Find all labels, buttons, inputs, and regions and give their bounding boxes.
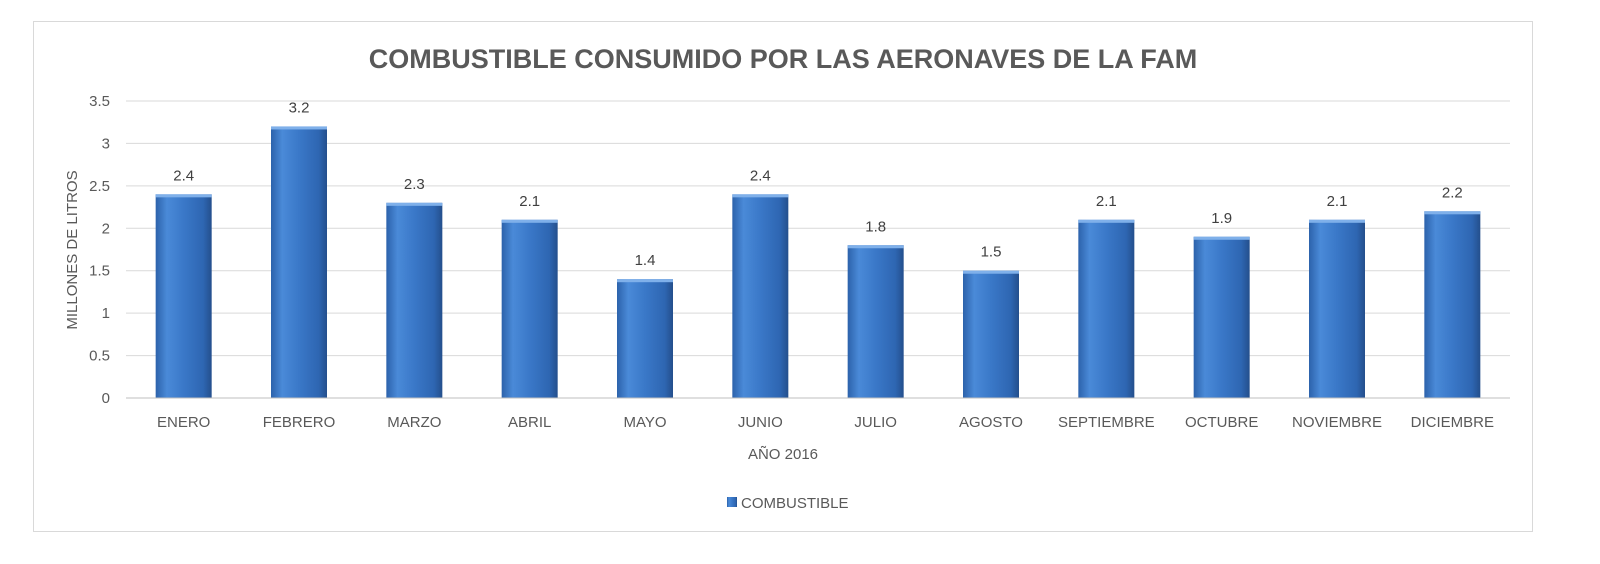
- y-tick-label: 3: [102, 135, 110, 152]
- bar-top-highlight: [617, 279, 673, 283]
- y-tick-label: 2: [102, 220, 110, 237]
- y-tick-label: 3.5: [89, 93, 110, 110]
- x-tick-label: MARZO: [387, 414, 441, 431]
- x-tick-label: ABRIL: [508, 414, 551, 431]
- bar-top-highlight: [732, 194, 789, 198]
- x-tick-label: ENERO: [157, 414, 210, 431]
- y-tick-label: 0.5: [89, 348, 110, 365]
- x-tick-label: FEBRERO: [263, 414, 336, 431]
- x-tick-label: OCTUBRE: [1185, 414, 1258, 431]
- bar: [847, 245, 904, 398]
- bar: [1193, 236, 1250, 398]
- x-tick-label: JUNIO: [738, 414, 783, 431]
- x-tick-label: NOVIEMBRE: [1292, 414, 1382, 431]
- y-tick-label: 2.5: [89, 178, 110, 195]
- data-label: 2.1: [519, 193, 540, 210]
- legend-label: COMBUSTIBLE: [741, 495, 849, 512]
- x-tick-label: SEPTIEMBRE: [1058, 414, 1155, 431]
- bar: [271, 126, 327, 398]
- bar-top-highlight: [1424, 211, 1481, 215]
- bar: [732, 194, 789, 398]
- data-label: 1.5: [981, 244, 1002, 261]
- bar: [963, 270, 1019, 398]
- bars: [155, 126, 1481, 398]
- y-tick-label: 0: [102, 390, 110, 407]
- data-labels: 2.4 3.2 2.3 2.1 1.4 2.4 1.8 1.5 2.1 1.9 2.1 2.2: [173, 99, 1463, 269]
- bar-top-highlight: [155, 194, 212, 198]
- data-label: 2.2: [1442, 184, 1463, 201]
- x-axis-title: AÑO 2016: [748, 446, 818, 463]
- bar-top-highlight: [386, 202, 443, 206]
- data-label: 2.1: [1096, 193, 1117, 210]
- bar: [1424, 211, 1481, 398]
- data-label: 3.2: [289, 99, 310, 116]
- y-tick-label: 1.5: [89, 263, 110, 280]
- data-label: 1.9: [1211, 210, 1232, 227]
- bar: [501, 219, 558, 398]
- y-axis-ticks: 0 0.5 1 1.5 2 2.5 3 3.5: [89, 93, 110, 407]
- bar: [617, 279, 673, 398]
- bar-top-highlight: [1309, 219, 1365, 223]
- y-tick-label: 1: [102, 305, 110, 322]
- bar-top-highlight: [501, 219, 558, 223]
- y-axis-title: MILLONES DE LITROS: [64, 170, 81, 329]
- legend: COMBUSTIBLE: [727, 495, 849, 512]
- x-tick-label: DICIEMBRE: [1411, 414, 1494, 431]
- bar: [155, 194, 212, 398]
- data-label: 1.4: [635, 252, 656, 269]
- data-label: 2.3: [404, 176, 425, 193]
- data-label: 2.4: [173, 167, 194, 184]
- bar-top-highlight: [1193, 236, 1250, 240]
- bar: [1078, 219, 1135, 398]
- data-label: 2.1: [1327, 193, 1348, 210]
- x-tick-label: JULIO: [854, 414, 897, 431]
- gridlines: [126, 100, 1510, 357]
- x-tick-label: MAYO: [623, 414, 666, 431]
- bar-top-highlight: [1078, 219, 1135, 223]
- bar-top-highlight: [847, 245, 904, 249]
- chart-title: COMBUSTIBLE CONSUMIDO POR LAS AERONAVES …: [369, 44, 1198, 74]
- bar-top-highlight: [271, 126, 327, 130]
- x-tick-label: AGOSTO: [959, 414, 1023, 431]
- legend-swatch: [727, 497, 737, 507]
- data-label: 2.4: [750, 167, 771, 184]
- bar-top-highlight: [963, 270, 1019, 274]
- data-label: 1.8: [865, 218, 886, 235]
- bar: [386, 202, 443, 398]
- bar: [1309, 219, 1365, 398]
- x-axis-categories: ENERO FEBRERO MARZO ABRIL MAYO JUNIO JULIO AGOS…: [157, 414, 1494, 431]
